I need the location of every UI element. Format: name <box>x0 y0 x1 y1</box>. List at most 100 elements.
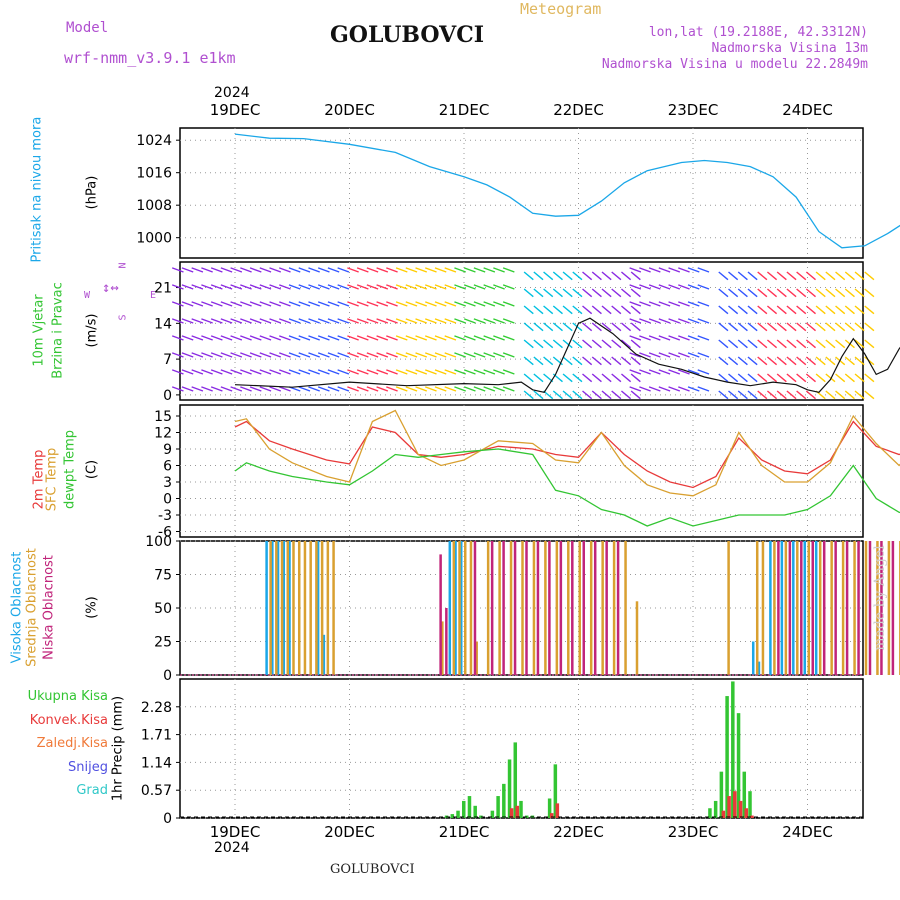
precip-tick-label: 2.28 <box>141 700 172 716</box>
precip-bar <box>519 800 523 818</box>
wind-arrow <box>737 339 748 349</box>
precip-bar <box>467 796 472 818</box>
wind-arrow <box>582 322 593 332</box>
cloud-bar <box>265 541 268 675</box>
wind-arrow <box>678 369 690 375</box>
wind-arrow <box>444 301 457 307</box>
wind-arrow <box>728 373 739 383</box>
wind-arrow <box>562 339 573 349</box>
wind-arrow <box>786 390 797 400</box>
wind-arrow <box>434 369 447 375</box>
wind-arrow <box>543 271 554 281</box>
wind-arrow <box>815 356 826 366</box>
wind-arrow <box>611 271 622 281</box>
wind-arrow <box>864 322 875 332</box>
wind-arrow <box>844 390 855 400</box>
wind-arrow <box>562 356 573 366</box>
wind-arrow <box>668 335 681 341</box>
wind-arrow <box>376 267 389 273</box>
wind-arrow <box>279 369 291 375</box>
pressure-line <box>234 133 900 249</box>
wind-arrow <box>864 390 875 400</box>
wind-arrow <box>376 386 389 392</box>
temp-tick-label: 3 <box>163 475 172 491</box>
wind-arrow <box>220 284 233 290</box>
pressure-tick-label: 1000 <box>136 231 172 247</box>
wind-arrow <box>629 267 642 273</box>
wind-arrow <box>844 288 855 298</box>
wind-arrow <box>415 369 428 375</box>
wind-arrow <box>591 373 602 383</box>
wind-arrow <box>405 301 418 307</box>
wind-arrow <box>259 318 272 324</box>
wind-arrow <box>298 352 311 358</box>
cloud-bar <box>803 541 806 675</box>
wind-arrow <box>181 352 194 358</box>
wind-arrow <box>181 284 194 290</box>
precip-bar <box>719 771 724 818</box>
wind-arrow <box>259 267 272 273</box>
meteogram-label: Meteogram <box>520 0 602 18</box>
wind-tick-label: 14 <box>154 316 172 332</box>
cloud-bar <box>536 541 540 675</box>
wind-arrow <box>327 301 340 307</box>
wind-arrow <box>308 386 320 392</box>
cloud-bar <box>326 541 330 675</box>
wind-arrow <box>386 267 398 273</box>
wind-arrow <box>191 352 204 358</box>
wind-arrow <box>269 386 282 392</box>
wind-arrow <box>668 318 681 324</box>
wind-arrow <box>483 335 496 341</box>
wind-arrow <box>317 369 330 375</box>
wind-arrow <box>620 271 632 281</box>
precip-tick-label: 1.71 <box>141 728 172 744</box>
wind-arrow <box>757 373 768 383</box>
wind-arrow <box>678 301 690 307</box>
cloud-bar <box>792 541 795 675</box>
wind-arrow <box>533 305 544 315</box>
wind-arrow <box>591 322 602 332</box>
wind-arrow <box>288 284 301 290</box>
wind-arrow <box>415 301 428 307</box>
wind-arrow <box>259 352 272 358</box>
wind-arrow <box>240 386 252 392</box>
wind-arrow <box>630 390 641 400</box>
temp-line-2 <box>234 448 900 527</box>
wind-arrow <box>502 284 515 290</box>
wind-arrow <box>337 284 350 290</box>
wind-arrow <box>757 271 768 281</box>
wind-arrow <box>298 335 311 341</box>
wind-arrow <box>543 356 554 366</box>
wind-arrow <box>298 267 311 273</box>
wind-arrow <box>473 301 486 307</box>
wind-arrow <box>366 352 379 358</box>
wind-arrow <box>415 352 428 358</box>
wind-arrow <box>454 284 466 290</box>
wind-arrow <box>629 335 642 341</box>
wind-arrow <box>356 267 369 273</box>
wind-arrow <box>757 356 768 366</box>
wind-arrow <box>747 373 758 383</box>
wind-arrow <box>347 335 359 341</box>
cloud-bar <box>490 541 494 675</box>
wind-arrow <box>552 305 563 315</box>
wind-arrow <box>687 318 700 324</box>
pressure-tick-label: 1024 <box>136 133 172 149</box>
wind-arrow <box>611 356 622 366</box>
wind-arrow <box>562 373 573 383</box>
wind-arrow <box>444 352 457 358</box>
cloud-bar <box>303 541 307 675</box>
wind-arrow <box>395 386 408 392</box>
wind-arrow <box>648 318 661 324</box>
wind-arrow <box>572 339 583 349</box>
wind-arrow <box>582 373 593 383</box>
wind-arrow <box>298 318 311 324</box>
wind-arrow <box>648 386 661 392</box>
wind-arrow <box>210 318 223 324</box>
compass-cross-icon: ↕↔ <box>102 280 119 296</box>
wind-arrow <box>308 301 320 307</box>
wind-arrow <box>502 318 515 324</box>
wind-arrow <box>728 356 739 366</box>
wind-arrow <box>620 373 632 383</box>
wind-arrow <box>298 369 311 375</box>
